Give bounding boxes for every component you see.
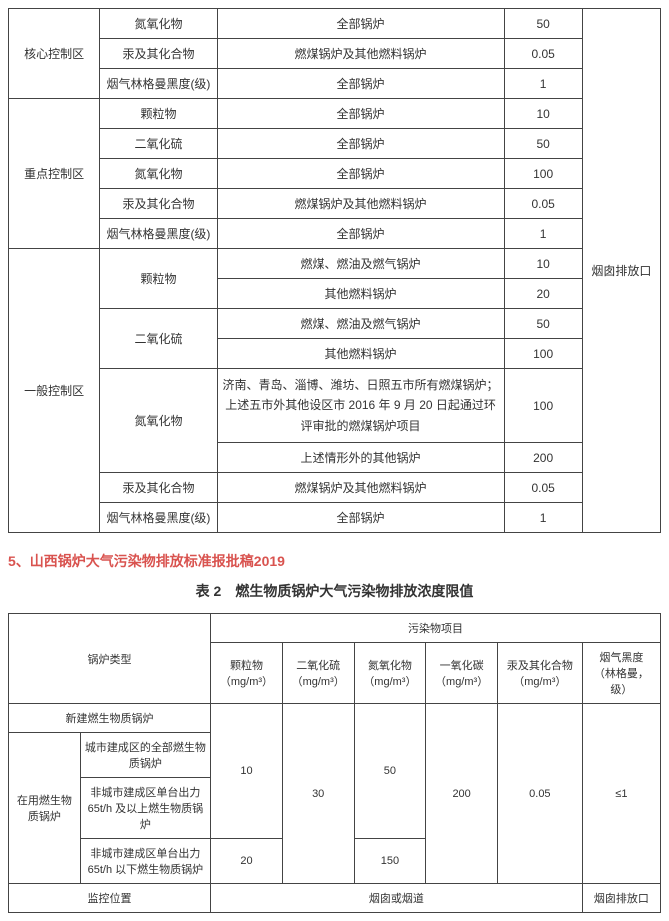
limit: 0.05 xyxy=(504,189,582,219)
section-heading: 5、山西锅炉大气污染物排放标准报批稿2019 xyxy=(8,551,661,571)
pollutant: 颗粒物 xyxy=(100,99,217,129)
scope: 燃煤、燃油及燃气锅炉 xyxy=(217,309,504,339)
col-header: 颗粒物（mg/m³） xyxy=(211,643,283,704)
col-header: 烟气黑度（林格曼，级） xyxy=(582,643,660,704)
pollutant: 烟气林格曼黑度(级) xyxy=(100,219,217,249)
scope: 全部锅炉 xyxy=(217,99,504,129)
scope: 燃煤锅炉及其他燃料锅炉 xyxy=(217,473,504,503)
pollutant: 二氧化硫 xyxy=(100,129,217,159)
scope: 济南、青岛、淄博、潍坊、日照五市所有燃煤锅炉；上述五市外其他设区市 2016 年… xyxy=(217,369,504,443)
scope: 上述情形外的其他锅炉 xyxy=(217,443,504,473)
pollutant: 二氧化硫 xyxy=(100,309,217,369)
cell-value: 150 xyxy=(354,839,426,884)
scope: 燃煤锅炉及其他燃料锅炉 xyxy=(217,39,504,69)
pollutant: 汞及其化合物 xyxy=(100,39,217,69)
scope: 全部锅炉 xyxy=(217,129,504,159)
col-header: 二氧化硫（mg/m³） xyxy=(282,643,354,704)
outlet-label: 烟囱排放口 xyxy=(582,9,660,533)
scope: 燃煤、燃油及燃气锅炉 xyxy=(217,249,504,279)
col-header: 污染物项目 xyxy=(211,614,661,643)
pollutant: 汞及其化合物 xyxy=(100,189,217,219)
limit: 200 xyxy=(504,443,582,473)
pollutant: 氮氧化物 xyxy=(100,159,217,189)
col-header: 锅炉类型 xyxy=(9,614,211,704)
scope: 其他燃料锅炉 xyxy=(217,279,504,309)
cell-value: 0.05 xyxy=(497,704,582,884)
scope: 全部锅炉 xyxy=(217,159,504,189)
col-header: 一氧化碳（mg/m³） xyxy=(426,643,498,704)
limit: 100 xyxy=(504,369,582,443)
scope: 全部锅炉 xyxy=(217,219,504,249)
biomass-boiler-limits-table: 锅炉类型 污染物项目 颗粒物（mg/m³） 二氧化硫（mg/m³） 氮氧化物（m… xyxy=(8,613,661,913)
pollutant: 汞及其化合物 xyxy=(100,473,217,503)
cell-value: 20 xyxy=(211,839,283,884)
cell-value: 10 xyxy=(211,704,283,839)
row-header: 城市建成区的全部燃生物质锅炉 xyxy=(80,733,210,778)
zone-name: 核心控制区 xyxy=(9,9,100,99)
limit: 50 xyxy=(504,9,582,39)
table-caption: 表 2 燃生物质锅炉大气污染物排放浓度限值 xyxy=(8,581,661,601)
scope: 全部锅炉 xyxy=(217,9,504,39)
row-header: 在用燃生物质锅炉 xyxy=(9,733,81,884)
limit: 1 xyxy=(504,69,582,99)
limit: 0.05 xyxy=(504,473,582,503)
limit: 1 xyxy=(504,219,582,249)
pollutant: 氮氧化物 xyxy=(100,369,217,473)
scope: 全部锅炉 xyxy=(217,503,504,533)
footer-cell: 烟囱或烟道 xyxy=(211,884,583,913)
zone-name: 重点控制区 xyxy=(9,99,100,249)
cell-value: 200 xyxy=(426,704,498,884)
zone-name: 一般控制区 xyxy=(9,249,100,533)
limit: 100 xyxy=(504,159,582,189)
limit: 100 xyxy=(504,339,582,369)
row-header: 非城市建成区单台出力 65t/h 及以上燃生物质锅炉 xyxy=(80,778,210,839)
limit: 50 xyxy=(504,309,582,339)
footer-cell: 监控位置 xyxy=(9,884,211,913)
pollutant: 烟气林格曼黑度(级) xyxy=(100,503,217,533)
col-header: 氮氧化物（mg/m³） xyxy=(354,643,426,704)
limit: 20 xyxy=(504,279,582,309)
limit: 10 xyxy=(504,99,582,129)
limit: 0.05 xyxy=(504,39,582,69)
footer-cell: 烟囱排放口 xyxy=(582,884,660,913)
emission-limits-table-1: 核心控制区 氮氧化物 全部锅炉 50 烟囱排放口 汞及其化合物 燃煤锅炉及其他燃… xyxy=(8,8,661,533)
cell-value: 30 xyxy=(282,704,354,884)
limit: 1 xyxy=(504,503,582,533)
scope: 全部锅炉 xyxy=(217,69,504,99)
row-header: 新建燃生物质锅炉 xyxy=(9,704,211,733)
col-header: 汞及其化合物（mg/m³） xyxy=(497,643,582,704)
limit: 10 xyxy=(504,249,582,279)
row-header: 非城市建成区单台出力 65t/h 以下燃生物质锅炉 xyxy=(80,839,210,884)
cell-value: ≤1 xyxy=(582,704,660,884)
pollutant: 烟气林格曼黑度(级) xyxy=(100,69,217,99)
cell-value: 50 xyxy=(354,704,426,839)
pollutant: 氮氧化物 xyxy=(100,9,217,39)
limit: 50 xyxy=(504,129,582,159)
scope: 其他燃料锅炉 xyxy=(217,339,504,369)
scope: 燃煤锅炉及其他燃料锅炉 xyxy=(217,189,504,219)
pollutant: 颗粒物 xyxy=(100,249,217,309)
